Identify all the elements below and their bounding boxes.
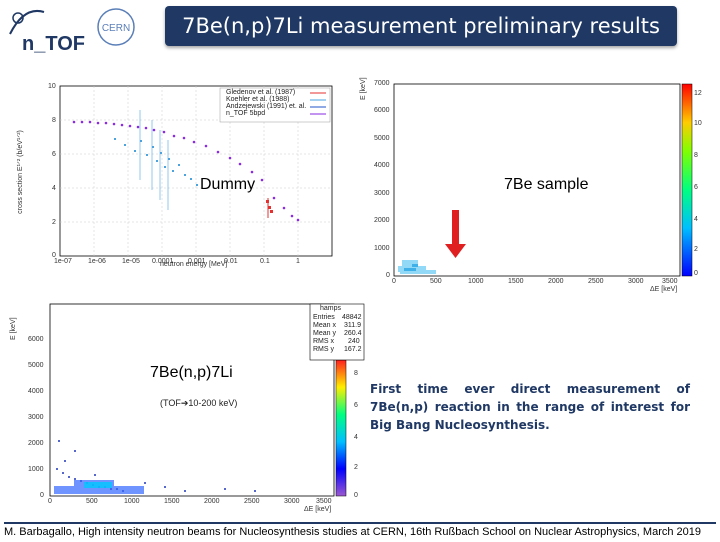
stats-key: RMS y <box>313 346 334 353</box>
footer-citation: M. Barbagallo, High intensity neutron be… <box>4 522 716 542</box>
x-tick: 2500 <box>244 498 260 505</box>
stats-value: 240 <box>348 338 360 345</box>
cross-section-plot: Gledenov et al. (1987) Koehler et al. (1… <box>17 80 338 270</box>
stats-key: RMS x <box>313 338 334 345</box>
be7-sample-plot: 7000 6000 5000 4000 3000 2000 1000 0 0 5… <box>356 77 710 300</box>
y-tick: 6000 <box>374 107 390 114</box>
x-tick: 3500 <box>316 498 332 505</box>
y-tick: 0 <box>52 252 56 259</box>
y-axis-label: cross section E¹ᐟ² (b/eV¹ᐟ²) <box>16 130 24 214</box>
y-tick: 5000 <box>374 135 390 142</box>
y-tick: 5000 <box>28 362 44 369</box>
stats-value: 260.4 <box>344 330 362 337</box>
x-tick: 1500 <box>508 278 524 285</box>
colorbar-tick: 4 <box>354 434 358 441</box>
x-tick: 3000 <box>628 278 644 285</box>
x-tick: 0.01 <box>224 258 238 265</box>
tof-range-label: (TOF➔10-200 keV) <box>160 398 238 408</box>
colorbar-tick: 2 <box>354 464 358 471</box>
y-tick: 3000 <box>374 190 390 197</box>
colorbar-tick: 6 <box>354 402 358 409</box>
stats-value: 311.9 <box>344 322 361 329</box>
x-tick: 3500 <box>662 278 678 285</box>
stats-key: Mean y <box>313 330 336 337</box>
cern-logo-text: CERN <box>102 23 130 34</box>
be7np-plot: hamps Entries 48842 Mean x 311.9 Mean y … <box>4 300 366 518</box>
x-tick: 500 <box>430 278 442 285</box>
be7-sample-label: 7Be sample <box>504 176 589 193</box>
y-tick: 4 <box>52 185 56 192</box>
y-tick: 0 <box>386 272 390 279</box>
x-tick: 1e-06 <box>88 258 106 265</box>
y-tick: 6 <box>52 151 56 158</box>
y-tick: 8 <box>52 117 56 124</box>
y-tick: 2 <box>52 219 56 226</box>
ntof-logo: n_TOF <box>4 4 88 55</box>
highlight-text: First time ever direct measurement of 7B… <box>370 382 690 432</box>
x-axis-label: ΔE [keV] <box>304 506 332 513</box>
x-tick: 0.001 <box>188 258 206 265</box>
x-tick: 0 <box>392 278 396 285</box>
colorbar-tick: 4 <box>694 216 698 223</box>
x-axis-label: neutron energy [MeV] <box>160 261 228 268</box>
colorbar-tick: 6 <box>694 184 698 191</box>
colorbar-tick: 2 <box>694 246 698 253</box>
x-tick: 500 <box>86 498 98 505</box>
y-tick: 1000 <box>374 245 390 252</box>
y-axis-label: E [keV] <box>10 317 17 340</box>
ntof-logo-text: n_TOF <box>22 33 85 54</box>
stats-key: Entries <box>313 314 335 321</box>
y-tick: 0 <box>40 492 44 499</box>
x-tick: 3000 <box>284 498 300 505</box>
stats-value: 48842 <box>342 314 362 321</box>
x-tick: 1000 <box>468 278 484 285</box>
x-tick: 1 <box>296 258 300 265</box>
x-tick: 2500 <box>588 278 604 285</box>
y-tick: 10 <box>48 83 56 90</box>
stats-value: 167.2 <box>344 346 362 353</box>
colorbar-tick: 8 <box>694 152 698 159</box>
y-tick: 3000 <box>28 414 44 421</box>
colorbar-tick: 10 <box>694 120 702 127</box>
x-tick: 0.0001 <box>152 258 174 265</box>
x-tick: 1000 <box>124 498 140 505</box>
y-tick: 1000 <box>28 466 44 473</box>
legend-gledenov: Gledenov et al. (1987) <box>226 89 296 96</box>
stats-title: hamps <box>320 305 342 312</box>
reaction-label: 7Be(n,p)7Li <box>150 364 233 381</box>
cern-logo: CERN <box>86 6 146 48</box>
x-axis-label: ΔE [keV] <box>650 286 678 293</box>
x-tick: 2000 <box>548 278 564 285</box>
y-tick: 4000 <box>28 388 44 395</box>
x-tick: 0 <box>48 498 52 505</box>
dummy-label: Dummy <box>200 176 256 193</box>
y-tick: 7000 <box>374 80 390 87</box>
y-tick: 2000 <box>28 440 44 447</box>
y-tick: 2000 <box>374 217 390 224</box>
x-tick: 1e-05 <box>122 258 140 265</box>
x-tick: 0.1 <box>260 258 270 265</box>
stats-key: Mean x <box>313 322 336 329</box>
x-tick: 2000 <box>204 498 220 505</box>
page-title: 7Be(n,p)7Li measurement preliminary resu… <box>165 6 677 46</box>
x-tick: 1e-07 <box>54 258 72 265</box>
legend-andzejewski: Andzejewski (1991) et. al. <box>226 103 307 110</box>
y-tick: 4000 <box>374 162 390 169</box>
legend-koehler: Koehler et al. (1988) <box>226 96 290 103</box>
colorbar-tick: 8 <box>354 370 358 377</box>
y-tick: 6000 <box>28 336 44 343</box>
colorbar-tick: 0 <box>694 270 698 277</box>
legend-ntof: n_TOF 5bpd <box>226 110 266 117</box>
colorbar-tick: 0 <box>354 492 358 499</box>
x-tick: 1500 <box>164 498 180 505</box>
y-axis-label: E [keV] <box>360 77 367 100</box>
colorbar-tick: 12 <box>694 90 702 97</box>
